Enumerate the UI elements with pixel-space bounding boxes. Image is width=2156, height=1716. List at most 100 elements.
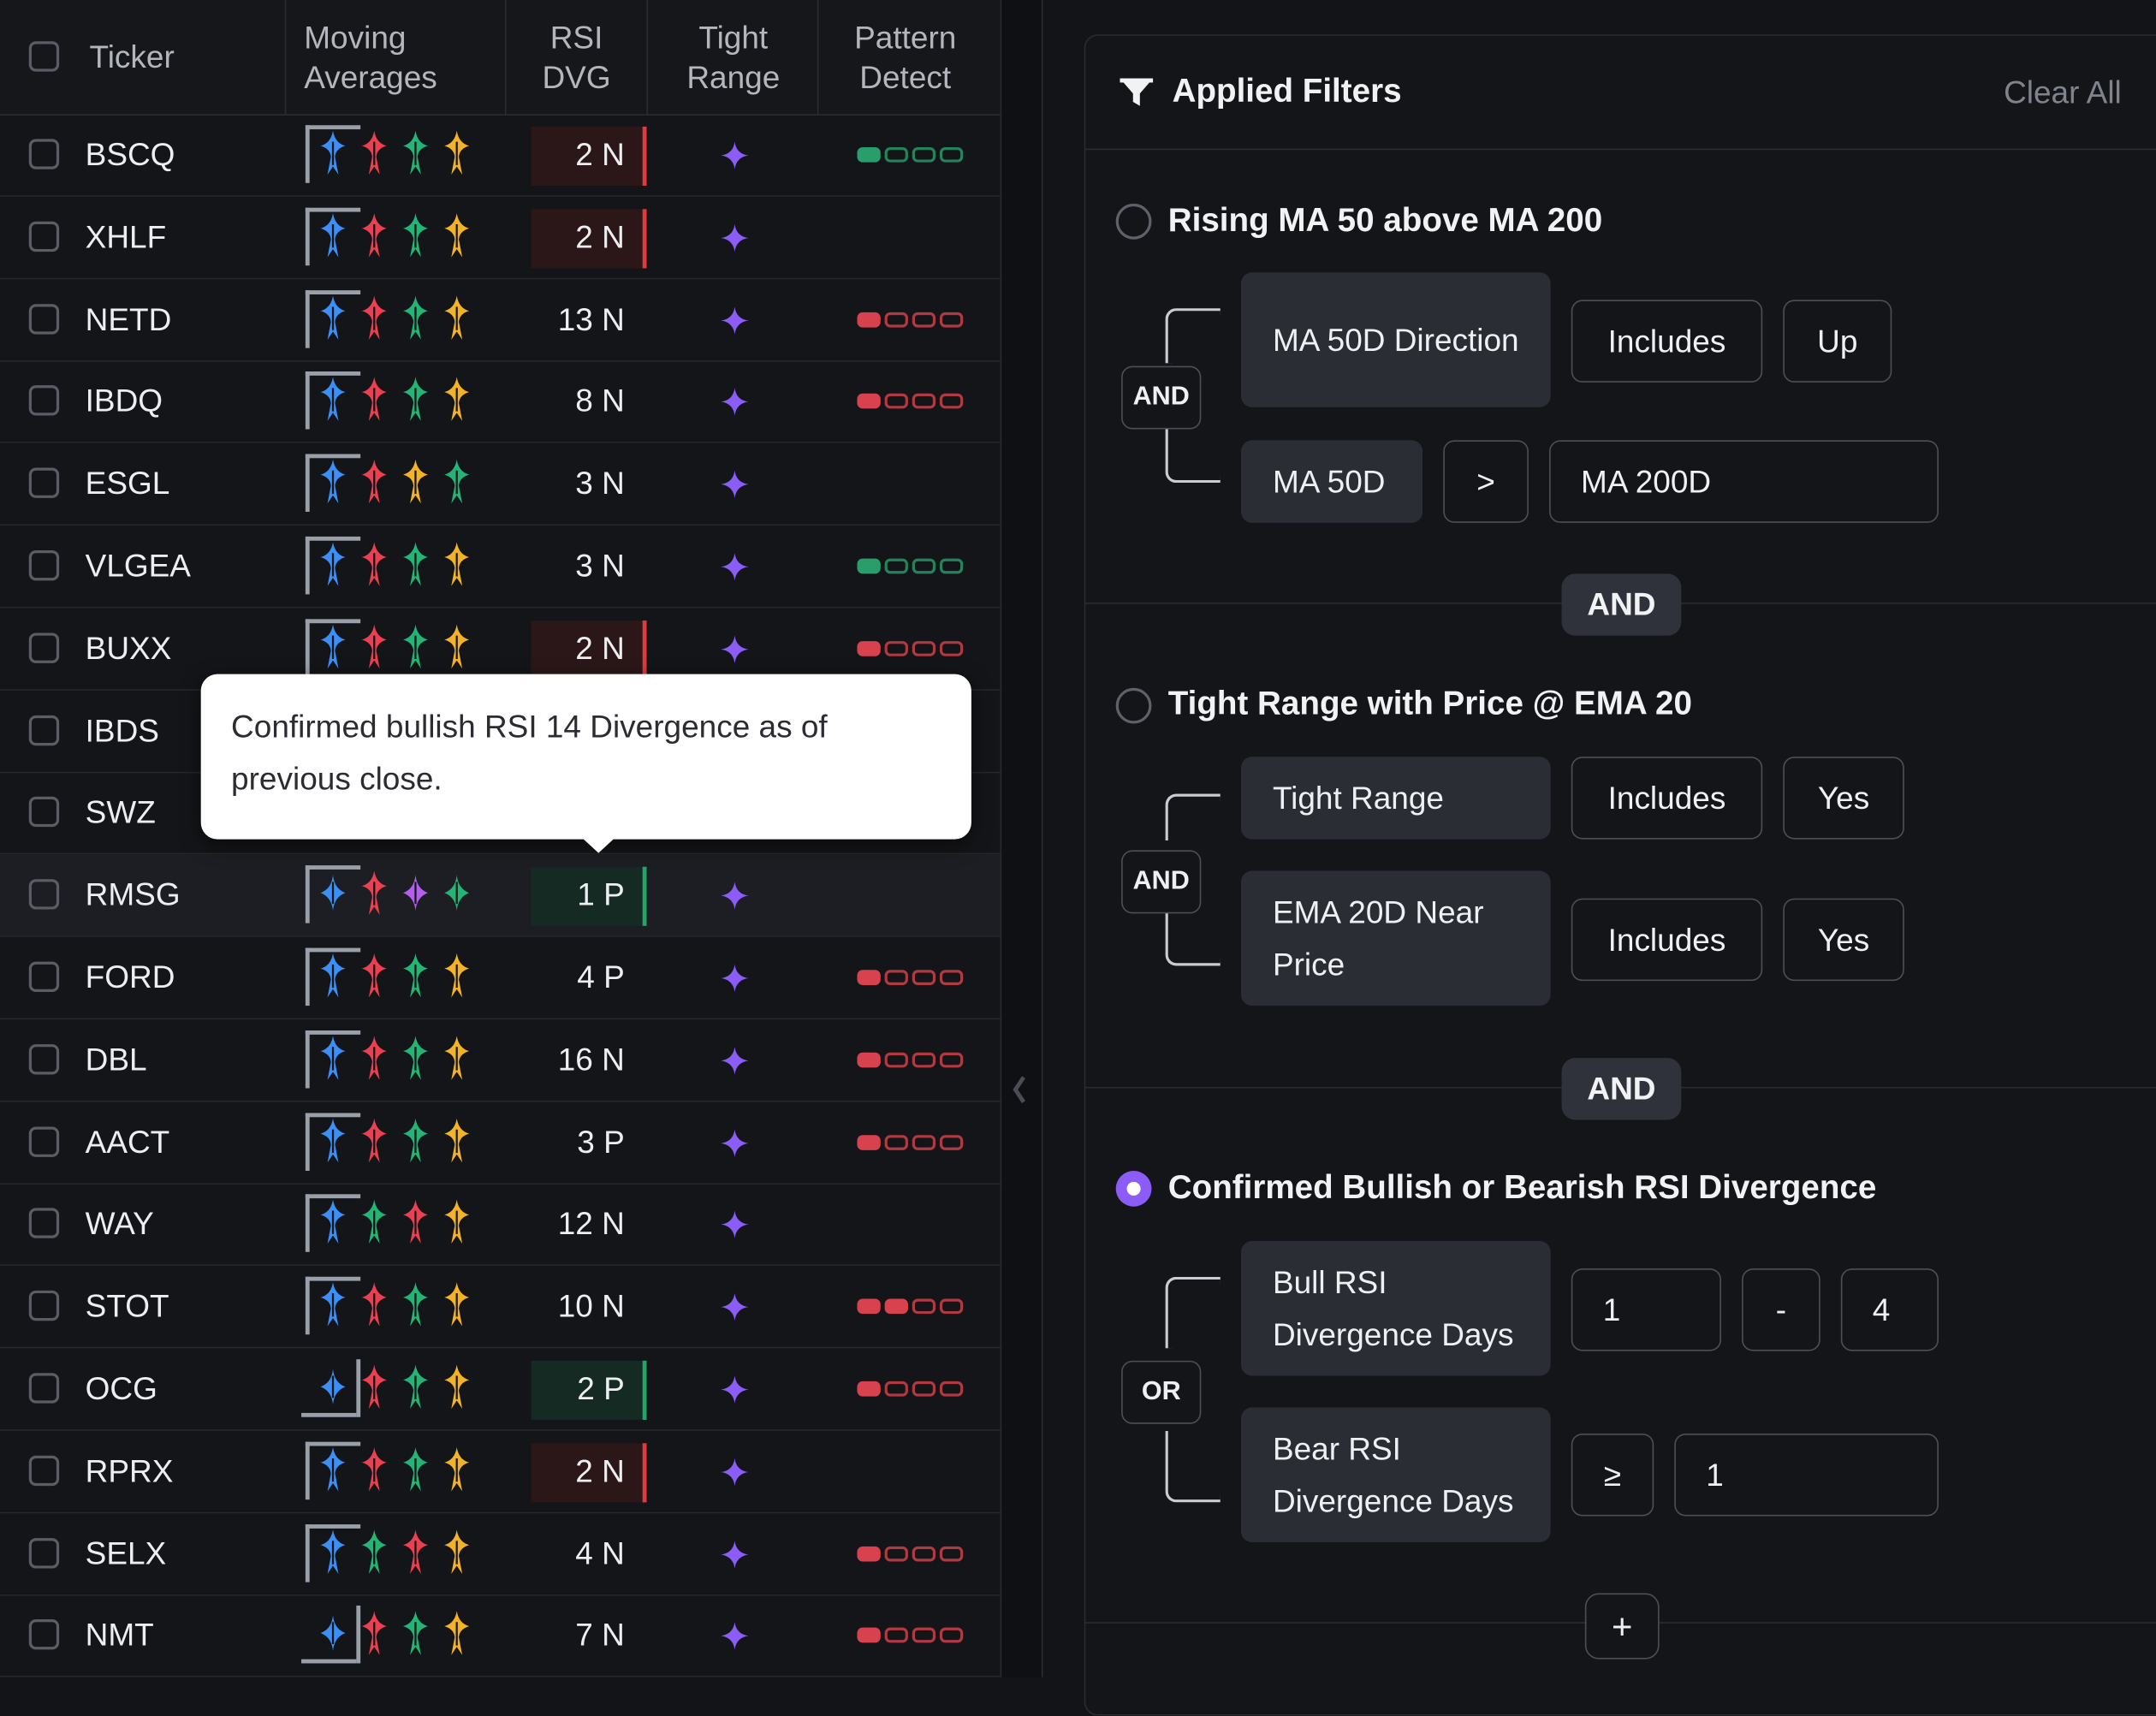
ticker-symbol[interactable]: WAY <box>85 1205 154 1242</box>
rsi-divergence-cell[interactable]: 13 N <box>531 279 646 360</box>
row-checkbox[interactable] <box>28 303 60 334</box>
row-checkbox[interactable] <box>28 385 60 417</box>
ticker-symbol[interactable]: VLGEA <box>85 547 191 584</box>
table-row[interactable]: AACT 3 P <box>0 1101 1001 1185</box>
rsi-divergence-cell[interactable]: 3 N <box>531 525 646 607</box>
condition-field[interactable]: Bear RSI Divergence Days <box>1240 1407 1551 1543</box>
pattern-strength-indicator[interactable] <box>857 1052 967 1068</box>
table-row[interactable]: NETD 13 N <box>0 279 1001 362</box>
row-checkbox[interactable] <box>28 467 60 499</box>
row-checkbox[interactable] <box>28 139 60 169</box>
condition-value[interactable]: Yes <box>1783 898 1904 982</box>
table-row[interactable]: DBL 16 N <box>0 1019 1001 1102</box>
condition-operator[interactable]: Includes <box>1571 898 1763 982</box>
pattern-strength-indicator[interactable] <box>857 640 967 657</box>
rsi-divergence-cell[interactable]: 2 N <box>531 114 647 195</box>
table-row[interactable]: IBDQ 8 N <box>0 361 1001 444</box>
pattern-strength-indicator[interactable] <box>857 558 967 575</box>
column-header-pattern-detect[interactable]: Pattern Detect <box>854 18 957 95</box>
ticker-symbol[interactable]: IBDQ <box>85 383 163 419</box>
table-row[interactable]: RPRX 2 N <box>0 1430 1001 1513</box>
rsi-divergence-cell[interactable]: 4 P <box>531 937 646 1018</box>
row-checkbox[interactable] <box>28 632 60 663</box>
filter-group-radio-selected[interactable] <box>1115 1170 1152 1207</box>
column-header-rsi-dvg[interactable]: RSI DVG <box>542 18 611 95</box>
row-checkbox[interactable] <box>28 221 60 252</box>
ticker-symbol[interactable]: OCG <box>85 1370 157 1406</box>
condition-value[interactable]: 1 <box>1674 1434 1939 1517</box>
ticker-symbol[interactable]: STOT <box>85 1287 169 1324</box>
condition-field[interactable]: Bull RSI Divergence Days <box>1240 1240 1551 1376</box>
add-filter-group-button[interactable]: + <box>1584 1593 1660 1660</box>
pattern-strength-indicator[interactable] <box>857 1628 967 1644</box>
pattern-strength-indicator[interactable] <box>857 1298 967 1315</box>
pattern-strength-indicator[interactable] <box>857 1546 967 1562</box>
row-checkbox[interactable] <box>28 1291 60 1321</box>
row-checkbox[interactable] <box>28 1208 60 1239</box>
condition-operator[interactable]: Includes <box>1571 757 1763 840</box>
filter-group-title[interactable]: Tight Range with Price @ EMA 20 <box>1167 685 1692 722</box>
ticker-symbol[interactable]: AACT <box>85 1123 170 1160</box>
rsi-divergence-cell[interactable]: 2 N <box>531 1430 647 1511</box>
collapse-chevron-icon[interactable] <box>1010 1074 1030 1104</box>
logic-operator-or[interactable]: OR <box>1121 1360 1202 1424</box>
row-checkbox[interactable] <box>28 1619 60 1651</box>
table-row[interactable]: WAY 12 N <box>0 1184 1001 1267</box>
rsi-divergence-cell[interactable]: 4 N <box>531 1513 646 1594</box>
condition-operator[interactable]: Includes <box>1571 300 1763 383</box>
rsi-divergence-cell[interactable]: 2 P <box>531 1348 647 1429</box>
ticker-symbol[interactable]: BUXX <box>85 629 172 666</box>
row-checkbox[interactable] <box>28 1537 60 1568</box>
condition-value[interactable]: MA 200D <box>1549 440 1939 523</box>
column-header-ticker[interactable]: Ticker <box>89 39 175 74</box>
pattern-strength-indicator[interactable] <box>857 1134 967 1151</box>
table-row[interactable]: SELX 4 N <box>0 1513 1001 1596</box>
rsi-divergence-cell[interactable]: 3 N <box>531 443 646 525</box>
row-checkbox[interactable] <box>28 961 60 993</box>
table-row[interactable]: OCG 2 P <box>0 1348 1001 1431</box>
filter-group-title[interactable]: Rising MA 50 above MA 200 <box>1167 202 1603 240</box>
column-header-moving-averages[interactable]: Moving Averages <box>304 18 437 95</box>
table-row[interactable]: STOT 10 N <box>0 1266 1001 1349</box>
table-row[interactable]: BSCQ 2 N <box>0 114 1001 197</box>
ticker-symbol[interactable]: NETD <box>85 300 172 337</box>
rsi-divergence-cell[interactable]: 16 N <box>531 1019 646 1101</box>
table-row[interactable]: XHLF 2 N <box>0 197 1001 279</box>
logic-operator-and[interactable]: AND <box>1121 850 1202 914</box>
ticker-symbol[interactable]: ESGL <box>85 465 170 502</box>
logic-operator-and[interactable]: AND <box>1121 365 1202 430</box>
rsi-divergence-cell[interactable]: 1 P <box>531 855 647 936</box>
condition-value[interactable]: Yes <box>1783 757 1904 840</box>
row-checkbox[interactable] <box>28 715 60 745</box>
ticker-symbol[interactable]: RMSG <box>85 876 181 913</box>
pattern-strength-indicator[interactable] <box>857 394 967 410</box>
condition-field[interactable]: MA 50D <box>1240 440 1423 523</box>
pattern-strength-indicator[interactable] <box>857 147 967 163</box>
range-max-input[interactable]: 4 <box>1840 1268 1939 1351</box>
filter-group-title[interactable]: Confirmed Bullish or Bearish RSI Diverge… <box>1167 1169 1877 1207</box>
row-checkbox[interactable] <box>28 1125 60 1157</box>
ticker-symbol[interactable]: RPRX <box>85 1452 174 1488</box>
condition-field[interactable]: MA 50D Direction <box>1240 272 1551 407</box>
ticker-symbol[interactable]: BSCQ <box>85 136 175 172</box>
row-checkbox[interactable] <box>28 879 60 910</box>
pattern-strength-indicator[interactable] <box>857 312 967 328</box>
panel-resize-divider[interactable] <box>1001 0 1043 1677</box>
row-checkbox[interactable] <box>28 1373 60 1404</box>
ticker-symbol[interactable]: SWZ <box>85 794 156 830</box>
rsi-divergence-cell[interactable]: 8 N <box>531 361 646 442</box>
ticker-symbol[interactable]: IBDS <box>85 712 159 748</box>
table-row[interactable]: RMSG 1 P <box>0 854 1001 938</box>
rsi-divergence-cell[interactable]: 2 N <box>531 608 647 689</box>
rsi-divergence-cell[interactable]: 2 N <box>531 197 647 278</box>
row-checkbox[interactable] <box>28 550 60 581</box>
condition-operator[interactable]: > <box>1443 440 1529 523</box>
row-checkbox[interactable] <box>28 797 60 828</box>
rsi-divergence-cell[interactable]: 12 N <box>531 1184 646 1265</box>
rsi-divergence-cell[interactable]: 7 N <box>531 1595 646 1677</box>
group-joiner-and[interactable]: AND <box>1561 1058 1682 1120</box>
filter-group-radio[interactable] <box>1115 203 1152 240</box>
row-checkbox[interactable] <box>28 1455 60 1486</box>
rsi-divergence-cell[interactable]: 10 N <box>531 1266 646 1347</box>
ticker-symbol[interactable]: XHLF <box>85 218 167 255</box>
